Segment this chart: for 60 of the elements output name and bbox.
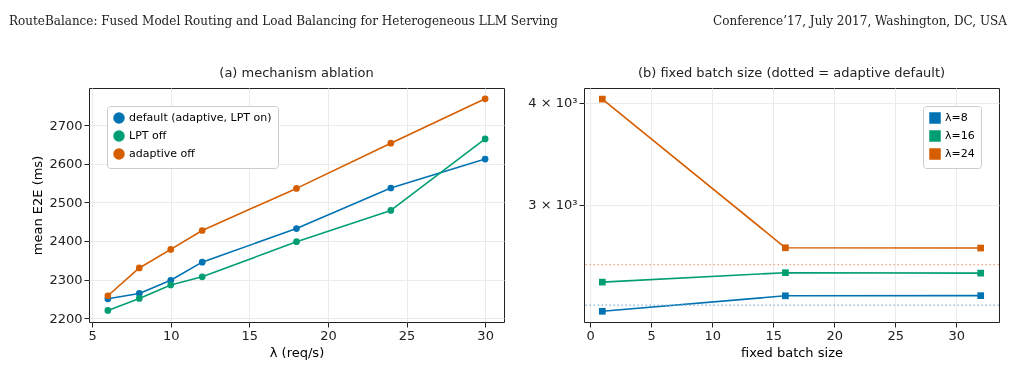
point: [198, 258, 206, 266]
point: [598, 307, 606, 315]
x-tick-label: 5: [88, 327, 97, 343]
legend-label: λ=24: [945, 147, 975, 160]
point: [387, 207, 395, 214]
point: [293, 225, 300, 232]
point: [293, 185, 300, 192]
x-tick-label: 25: [398, 327, 416, 343]
point: [782, 292, 789, 300]
x-tick-label: 30: [948, 327, 966, 343]
x-tick-label: 25: [887, 327, 905, 343]
chart-title: (a) mechanism ablation: [219, 65, 374, 80]
point: [104, 307, 112, 314]
legend-label: default (adaptive, LPT on): [129, 111, 272, 124]
point: [598, 95, 606, 103]
y-tick-label: 2200: [49, 310, 83, 326]
point: [977, 269, 985, 277]
text: RouteBalance: Fused Model Routing and Load Balancing for Heterogeneous LLM Serving: [9, 14, 559, 28]
point: [598, 278, 606, 286]
point: [135, 295, 143, 302]
y-tick-label: 2700: [49, 117, 83, 133]
chart-title: (b) fixed batch size (dotted = adaptive default): [637, 65, 946, 80]
x-tick-label: 15: [765, 327, 782, 343]
point: [293, 238, 300, 246]
point: [977, 292, 985, 299]
legend-label: λ=8: [945, 111, 968, 124]
point: [481, 155, 489, 163]
point: [481, 135, 489, 143]
x-axis-title: fixed batch size: [741, 344, 843, 360]
point: [135, 264, 143, 272]
y-tick-label: 2600: [49, 156, 83, 172]
x-tick-label: 30: [477, 327, 494, 343]
point: [782, 269, 789, 277]
y-tick-label: 3 × 10³: [528, 197, 578, 213]
x-tick-label: 10: [162, 327, 180, 343]
y-tick-label: 4 × 10³: [528, 95, 578, 111]
point: [198, 227, 206, 234]
legend-label: adaptive off: [129, 147, 196, 160]
point: [782, 244, 789, 252]
legend-label: LPT off: [129, 129, 167, 142]
text: Conference’17, July 2017, Washington, DC, USA: [713, 14, 1008, 28]
y-axis-title: mean E2E (ms): [30, 155, 46, 256]
point: [387, 184, 395, 192]
x-tick-label: 5: [647, 327, 656, 343]
legend-label: λ=16: [945, 129, 975, 142]
point: [167, 246, 175, 253]
point: [198, 273, 206, 281]
y-tick-label: 2500: [49, 194, 83, 210]
x-tick-label: 15: [241, 327, 259, 343]
x-tick-label: 20: [826, 327, 843, 343]
point: [387, 139, 395, 147]
y-tick-label: 2400: [49, 233, 83, 249]
x-axis-title: λ (req/s): [269, 344, 325, 360]
y-tick-label: 2300: [49, 272, 83, 288]
point: [977, 244, 985, 252]
x-tick-label: 10: [704, 327, 721, 343]
point: [167, 281, 175, 289]
x-tick-label: 0: [586, 327, 595, 343]
x-tick-label: 20: [320, 327, 337, 343]
point: [481, 95, 489, 103]
